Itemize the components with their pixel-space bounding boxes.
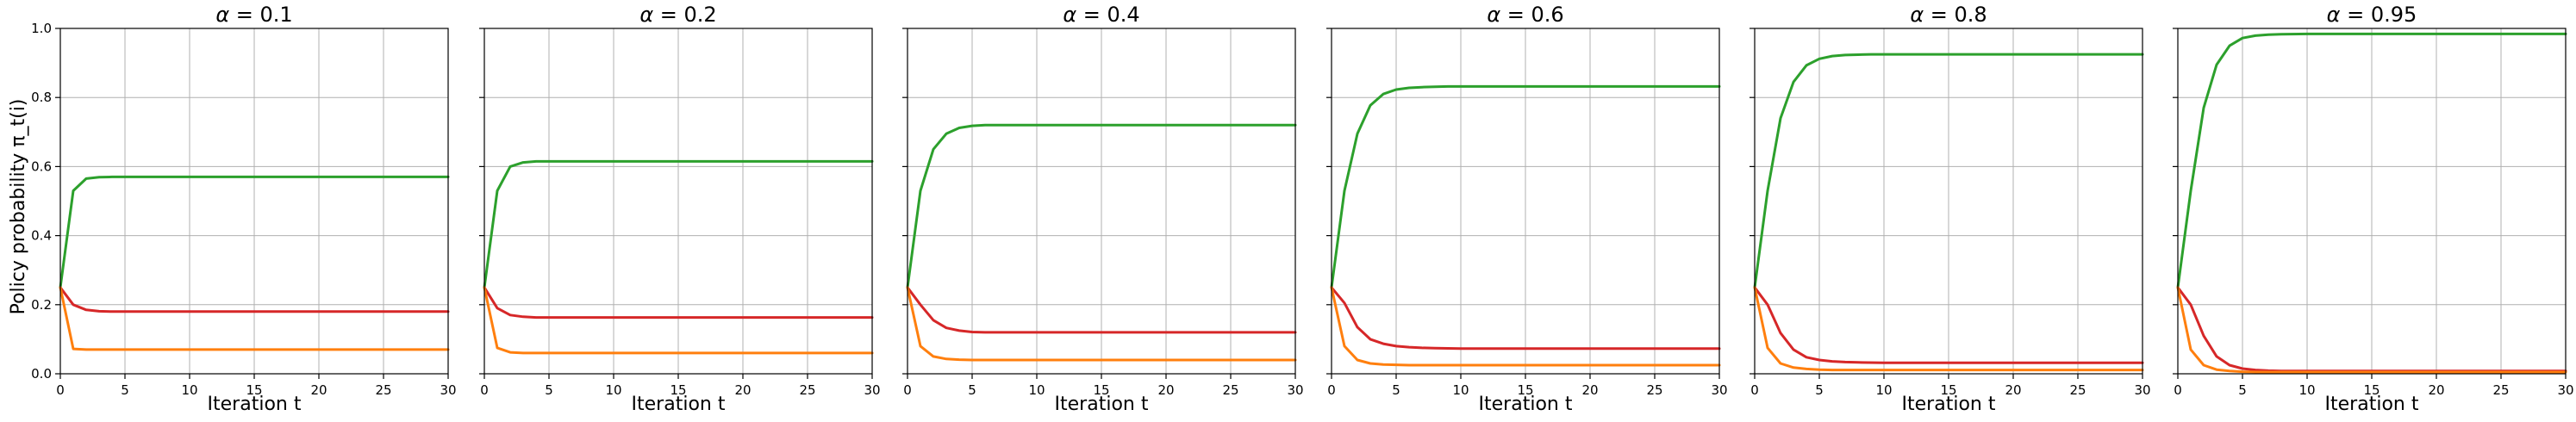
subplot-3: 0 5 10 15 20 25 30 Iteration t α = 0.4 [902,3,1304,415]
x-tick-label: 25 [1222,382,1238,398]
x-tick-label: 15 [1517,382,1533,398]
x-axis-label: Iteration t [1055,394,1149,415]
series-line-orange [1753,286,2144,372]
x-tick-label: 10 [181,382,197,398]
x-tick-label: 20 [310,382,327,398]
subplot-1: 0 5 10 15 20 25 30 0.0 0.2 0.4 0.6 0.8 1.0 Iteration … [31,3,456,415]
x-tick-label: 30 [440,382,456,398]
x-tick-label: 20 [1581,382,1598,398]
series-line-red [1753,286,2144,364]
x-tick-label: 20 [734,382,751,398]
title-symbol: α [1063,3,1076,27]
series-line-green [1753,53,2144,289]
subplot-2: 0 5 10 15 20 25 30 Iteration t α = 0.2 [479,3,881,415]
series-line-orange [483,286,874,355]
series-line-red [483,286,874,320]
y-tick-label: 1.0 [31,21,52,36]
x-tick-label: 25 [2492,382,2509,398]
series-line-orange [2176,286,2567,374]
x-tick-label: 15 [670,382,686,398]
subplot-5: 0 5 10 15 20 25 30 Iteration t α = 0.8 [1750,3,2151,415]
y-tick-label: 0.8 [31,90,52,105]
subplot-title: α = 0.6 [1487,3,1563,27]
subplot-title: α = 0.95 [2327,3,2417,27]
series-line-green [2176,32,2567,289]
series-line-green [1330,84,1721,289]
series-line-red [1330,286,1721,351]
x-tick-label: 5 [2238,382,2247,398]
x-tick-label: 15 [2363,382,2380,398]
x-tick-label: 0 [480,382,489,398]
subplot-title: α = 0.8 [1910,3,1987,27]
x-axis-label: Iteration t [1902,394,1996,415]
title-symbol: α [639,3,653,27]
x-axis-label: Iteration t [632,394,726,415]
x-tick-label: 15 [1093,382,1109,398]
title-symbol: α [2327,3,2341,27]
y-tick-label: 0.4 [31,228,52,244]
x-tick-label: 20 [2005,382,2021,398]
x-tick-label: 30 [1711,382,1727,398]
x-tick-label: 15 [246,382,262,398]
x-axis-label: Iteration t [2325,394,2419,415]
title-symbol: α [1910,3,1924,27]
x-tick-label: 25 [375,382,391,398]
title-symbol: α [215,3,229,27]
title-value: = 0.1 [229,3,293,27]
series-line-green [483,159,874,289]
x-tick-label: 0 [1327,382,1336,398]
x-tick-label: 30 [1287,382,1303,398]
series-line-red [59,286,450,313]
x-tick-label: 15 [1940,382,1956,398]
x-tick-label: 30 [2134,382,2150,398]
x-tick-label: 0 [903,382,912,398]
x-tick-label: 25 [2069,382,2086,398]
series-line-orange [59,286,450,351]
x-axis-label: Iteration t [208,394,302,415]
subplot-title: α = 0.2 [639,3,716,27]
x-tick-label: 25 [799,382,815,398]
x-tick-label: 20 [1157,382,1174,398]
x-tick-label: 5 [1815,382,1824,398]
x-tick-label: 5 [968,382,976,398]
x-tick-label: 5 [121,382,129,398]
x-tick-label: 10 [2298,382,2315,398]
x-tick-label: 20 [2428,382,2444,398]
x-tick-label: 10 [1028,382,1045,398]
series-line-green [906,123,1297,289]
x-tick-label: 10 [605,382,621,398]
y-tick-label: 0.6 [31,158,52,174]
y-axis-label: Policy probability π_t(i) [8,99,29,315]
y-tick-label: 0.0 [31,366,52,382]
title-value: = 0.6 [1500,3,1564,27]
x-tick-label: 30 [2557,382,2573,398]
x-tick-label: 0 [56,382,65,398]
series-line-orange [1330,286,1721,367]
title-value: = 0.4 [1076,3,1140,27]
title-symbol: α [1487,3,1500,27]
x-tick-label: 30 [864,382,880,398]
x-tick-label: 0 [1750,382,1759,398]
subplot-title: α = 0.1 [215,3,292,27]
x-tick-label: 10 [1875,382,1892,398]
title-value: = 0.8 [1924,3,1987,27]
x-tick-label: 5 [545,382,553,398]
subplot-6: 0 5 10 15 20 25 30 Iteration t α = 0.95 [2173,3,2574,415]
y-tick-label: 0.2 [31,297,52,313]
subplot-4: 0 5 10 15 20 25 30 Iteration t α = 0.6 [1326,3,1728,415]
title-value: = 0.95 [2341,3,2417,27]
subplots: 0 5 10 15 20 25 30 0.0 0.2 0.4 0.6 0.8 1.0 Iteration … [31,3,2573,415]
subplot-title: α = 0.4 [1063,3,1139,27]
title-value: = 0.2 [653,3,717,27]
x-tick-label: 10 [1452,382,1469,398]
x-axis-label: Iteration t [1479,394,1573,415]
series-line-red [906,286,1297,334]
x-tick-label: 0 [2174,382,2182,398]
x-tick-label: 5 [1392,382,1400,398]
series-line-green [59,175,450,289]
series-line-orange [906,286,1297,362]
x-tick-label: 25 [1646,382,1662,398]
